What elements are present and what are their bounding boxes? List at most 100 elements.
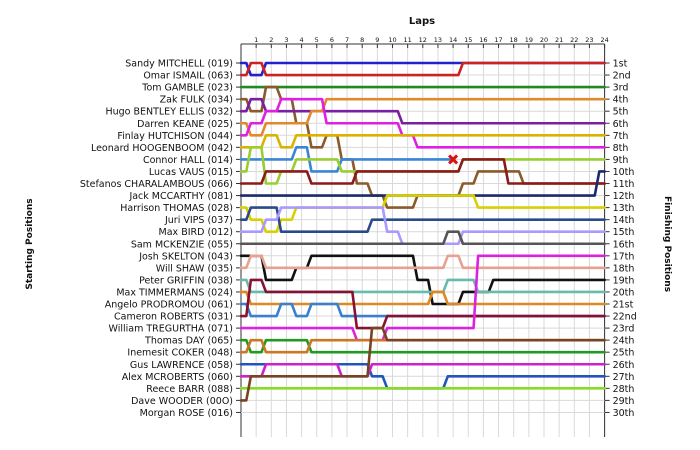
lap-tick-label: 21: [555, 36, 563, 44]
driver-line: [239, 254, 606, 306]
lap-tick-label: 5: [315, 36, 319, 44]
finishing-position-label: 24th: [613, 336, 635, 347]
driver-label: Stefanos CHARALAMBOUS (066): [80, 179, 233, 190]
finishing-position-label: 26th: [613, 360, 635, 371]
lap-tick-label: 15: [464, 36, 472, 44]
driver-label: Cameron ROBERTS (031): [114, 312, 233, 323]
finishing-position-label: 1st: [613, 59, 628, 70]
finishing-position-label: 7th: [613, 131, 629, 142]
finishing-position-label: 18th: [613, 263, 635, 274]
driver-label: Harrison THOMAS (028): [120, 203, 233, 214]
driver-label: Juri VIPS (037): [164, 215, 233, 226]
finishing-position-label: 15th: [613, 227, 635, 238]
finishing-position-label: 23rd: [613, 324, 635, 335]
driver-line: [239, 326, 606, 402]
driver-label: Omar ISMAIL (063): [143, 71, 233, 82]
driver-label: Max BIRD (012): [159, 227, 233, 238]
driver-line: [239, 97, 606, 137]
lap-tick-label: 19: [525, 36, 533, 44]
finishing-position-label: 2nd: [613, 71, 631, 82]
driver-label: Angelo PRODROMOU (061): [105, 300, 233, 311]
driver-label: Tom GAMBLE (023): [141, 83, 233, 94]
finishing-position-label: 28th: [613, 384, 635, 395]
lap-tick-label: 16: [479, 36, 487, 44]
retirement-marker-stroke-b: [448, 154, 459, 165]
driver-line: [239, 230, 606, 246]
lap-tick-label: 14: [449, 36, 457, 44]
lap-tick-label: 6: [330, 36, 334, 44]
driver-label: Inemesit COKER (048): [127, 348, 233, 359]
driver-line: [239, 362, 606, 378]
driver-line: [239, 61, 606, 77]
position-lines-layer: [239, 61, 606, 402]
driver-line: [239, 206, 606, 233]
finishing-position-label: 22nd: [613, 312, 637, 323]
finishing-position-label: 10th: [613, 167, 635, 178]
lap-tick-label: 3: [284, 36, 288, 44]
finishing-position-label: 20th: [613, 287, 635, 298]
finishing-position-label: 13th: [613, 203, 635, 214]
lap-tick-label: 12: [419, 36, 427, 44]
driver-label: Alex MCROBERTS (060): [122, 372, 233, 383]
lap-tick-label: 13: [434, 36, 442, 44]
lap-tick-label: 23: [585, 36, 593, 44]
lap-tick-label: 20: [540, 36, 548, 44]
driver-line: [239, 97, 606, 149]
finishing-position-label: 27th: [613, 372, 635, 383]
lap-tick-label: 17: [494, 36, 502, 44]
lap-tick-label: 4: [300, 36, 304, 44]
lap-tick-label: 11: [404, 36, 412, 44]
driver-label: Lucas VAUS (015): [149, 167, 233, 178]
lap-tick-label: 24: [600, 36, 608, 44]
finishing-position-label: 6th: [613, 119, 629, 130]
driver-label: Sam MCKENZIE (055): [131, 239, 233, 250]
finishing-position-label: 3rd: [613, 83, 629, 94]
lap-tick-label: 9: [375, 36, 379, 44]
driver-label: Finlay HUTCHISON (044): [117, 131, 233, 142]
retirement-marker-icon: [448, 154, 459, 165]
lap-tick-label: 10: [388, 36, 396, 44]
lap-tick-label: 8: [360, 36, 364, 44]
finishing-position-label: 4th: [613, 95, 629, 106]
driver-label: Jack MCCARTHY (081): [128, 191, 233, 202]
lap-tick-label: 22: [570, 36, 578, 44]
chart-title: Laps: [409, 16, 435, 27]
driver-line: [239, 158, 606, 185]
driver-label: Connor HALL (014): [143, 155, 233, 166]
driver-label: Reece BARR (088): [146, 384, 233, 395]
lap-tick-label: 7: [345, 36, 349, 44]
right-axis-label: Finishing Positions: [662, 196, 672, 292]
driver-label: Sandy MITCHELL (019): [125, 59, 233, 70]
finishing-position-label: 14th: [613, 215, 635, 226]
finishing-position-label: 12th: [613, 191, 635, 202]
finishing-position-label: 29th: [613, 396, 635, 407]
finishing-position-label: 9th: [613, 155, 629, 166]
finishing-position-label: 11th: [613, 179, 635, 190]
finishing-position-label: 25th: [613, 348, 635, 359]
finishing-position-label: 8th: [613, 143, 629, 154]
driver-label: Dave WOODER (00O): [131, 396, 233, 407]
driver-line: [239, 338, 606, 354]
finishing-position-label: 21st: [613, 300, 634, 311]
driver-label: Darren KEANE (025): [137, 119, 233, 130]
driver-line: [239, 206, 606, 246]
driver-line: [239, 254, 606, 270]
lap-tick-label: 1: [254, 36, 258, 44]
driver-label: Leonard HOOGENBOOM (042): [91, 143, 233, 154]
finishing-position-label: 19th: [613, 275, 635, 286]
driver-label: Peter GRIFFIN (038): [139, 275, 233, 286]
finishing-position-label: 16th: [613, 239, 635, 250]
driver-label: Will SHAW (035): [156, 263, 233, 274]
driver-label: Hugo BENTLEY ELLIS (032): [105, 107, 233, 118]
driver-line: [239, 134, 606, 149]
driver-label: Thomas DAY (065): [144, 336, 233, 347]
driver-label: Zak FULK (034): [160, 95, 233, 106]
driver-line: [239, 146, 455, 173]
finishing-position-label: 5th: [613, 107, 629, 118]
finishing-position-label: 17th: [613, 251, 635, 262]
labels-layer: 1 2 3 4 5 6 7 8 9 10 11 12 13 14 15 16 17 18 19 20 21 22 23 241…: [80, 36, 637, 419]
driver-label: Josh SKELTON (043): [138, 251, 233, 262]
lap-tick-label: 18: [510, 36, 518, 44]
